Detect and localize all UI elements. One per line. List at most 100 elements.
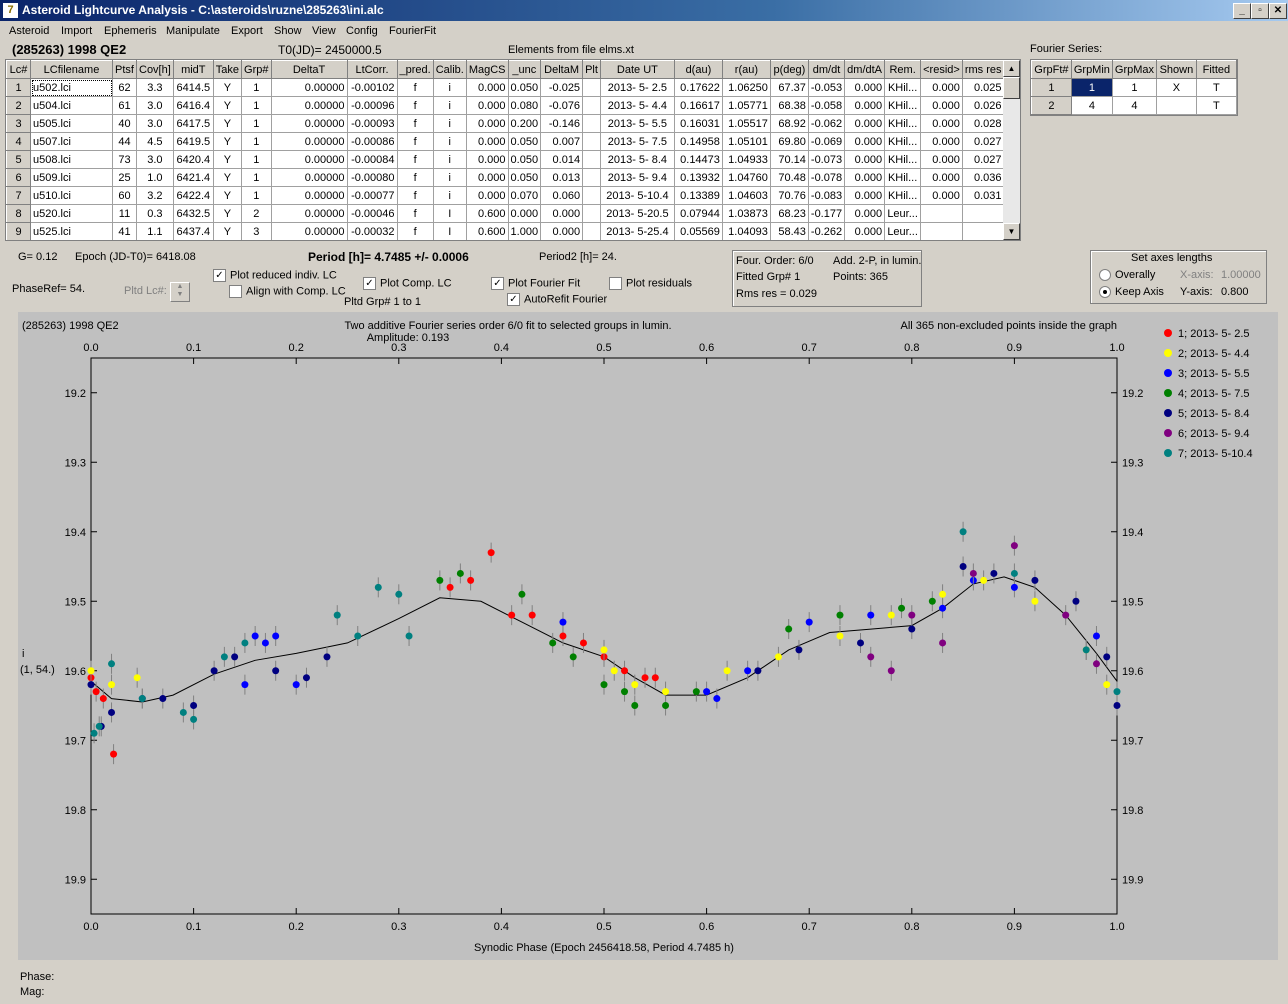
table-cell[interactable]: 0.000 (844, 168, 886, 187)
table-cell[interactable]: 58.43 (769, 222, 809, 240)
data-point[interactable] (272, 632, 280, 640)
table-cell[interactable]: 70.48 (769, 168, 809, 187)
table-cell[interactable]: KHil... (884, 78, 922, 97)
data-point[interactable] (621, 667, 629, 675)
table-cell[interactable]: I (432, 222, 467, 240)
table-cell[interactable]: 0.00000 (270, 78, 348, 97)
table-cell[interactable]: Leur... (884, 222, 922, 240)
table-cell[interactable]: 6432.5 (172, 204, 214, 223)
lc-col-header[interactable]: Take (212, 60, 243, 79)
table-cell[interactable]: i (432, 78, 467, 97)
table-cell[interactable]: 0.000 (465, 96, 509, 115)
table-cell[interactable]: KHil... (884, 186, 922, 205)
table-cell[interactable]: 0.00000 (270, 150, 348, 169)
menu-fourierfit[interactable]: FourierFit (389, 25, 437, 37)
table-cell[interactable]: 0.000 (844, 222, 886, 240)
table-cell[interactable]: 0.000 (465, 150, 509, 169)
table-cell[interactable]: 3.2 (136, 186, 174, 205)
table-cell[interactable]: 1 (1070, 78, 1113, 97)
row-header[interactable]: 5 (6, 150, 31, 169)
table-cell[interactable]: 3.0 (136, 114, 174, 133)
table-cell[interactable]: 3.0 (136, 150, 174, 169)
table-cell[interactable]: 0.07944 (673, 204, 723, 223)
table-cell[interactable]: 0.000 (844, 132, 886, 151)
data-point[interactable] (1031, 576, 1039, 584)
table-cell[interactable] (920, 222, 963, 240)
yaxis-value[interactable]: 0.800 (1221, 286, 1249, 298)
table-cell[interactable]: KHil... (884, 114, 922, 133)
table-cell[interactable]: 0.000 (844, 204, 886, 223)
data-point[interactable] (302, 674, 310, 682)
table-cell[interactable]: KHil... (884, 150, 922, 169)
cb-plot-resid[interactable]: Plot residuals (609, 277, 692, 290)
table-cell[interactable]: 68.23 (769, 204, 809, 223)
table-cell[interactable]: 0.600 (465, 222, 509, 240)
table-cell[interactable]: 62 (112, 78, 137, 97)
table-cell[interactable]: 3.0 (136, 96, 174, 115)
table-cell[interactable]: 1 (241, 114, 272, 133)
data-point[interactable] (108, 708, 116, 716)
table-cell[interactable]: -0.262 (807, 222, 846, 240)
table-cell[interactable]: 2013- 5-20.5 (599, 204, 675, 223)
scroll-thumb[interactable] (1003, 77, 1020, 99)
table-cell[interactable] (961, 222, 1005, 240)
table-cell[interactable]: 1.06250 (721, 78, 771, 97)
lc-col-header[interactable]: Plt (582, 60, 601, 79)
lc-col-header[interactable]: DeltaT (270, 60, 348, 79)
lc-table-scrollbar[interactable]: ▲ ▼ (1003, 60, 1020, 240)
data-point[interactable] (95, 722, 103, 730)
cb-align[interactable]: Align with Comp. LC (229, 285, 346, 298)
table-cell[interactable] (1156, 96, 1197, 115)
table-cell[interactable]: f (396, 114, 434, 133)
lc-col-header[interactable]: p(deg) (769, 60, 809, 79)
table-cell[interactable] (582, 96, 601, 115)
data-point[interactable] (272, 667, 280, 675)
data-point[interactable] (559, 618, 567, 626)
table-cell[interactable]: u505.lci (30, 114, 113, 133)
table-cell[interactable]: 4.5 (136, 132, 174, 151)
lightcurve-chart[interactable]: 0.0 0.0 0.1 0.1 0.2 0.2 0.3 0.3 0.4 0.4 0.5 0.5 0.6 0… (18, 312, 1278, 960)
table-cell[interactable]: -0.146 (540, 114, 584, 133)
data-point[interactable] (1010, 542, 1018, 550)
data-point[interactable] (87, 667, 95, 675)
data-point[interactable] (867, 653, 875, 661)
table-cell[interactable]: 0.000 (507, 204, 542, 223)
data-point[interactable] (785, 625, 793, 633)
table-cell[interactable]: 0.13389 (673, 186, 723, 205)
lc-col-header[interactable]: Calib. (432, 60, 467, 79)
data-point[interactable] (210, 667, 218, 675)
data-point[interactable] (836, 632, 844, 640)
table-cell[interactable]: 0.060 (540, 186, 584, 205)
table-cell[interactable]: f (396, 222, 434, 240)
data-point[interactable] (662, 702, 670, 709)
table-cell[interactable]: -0.062 (807, 114, 846, 133)
data-point[interactable] (354, 632, 362, 640)
table-cell[interactable]: 11 (112, 204, 137, 223)
data-point[interactable] (559, 632, 567, 640)
data-point[interactable] (108, 681, 116, 689)
data-point[interactable] (190, 715, 198, 723)
table-cell[interactable]: 6419.5 (172, 132, 214, 151)
table-cell[interactable]: 0.036 (961, 168, 1005, 187)
data-point[interactable] (908, 625, 916, 633)
table-cell[interactable]: Y (212, 168, 243, 187)
table-cell[interactable]: 0.000 (844, 114, 886, 133)
row-header[interactable]: 2 (6, 96, 31, 115)
cb-plot-comp[interactable]: ✓ Plot Comp. LC (363, 277, 452, 290)
data-point[interactable] (1103, 653, 1111, 661)
data-point[interactable] (549, 639, 557, 647)
menu-view[interactable]: View (312, 25, 336, 37)
data-point[interactable] (692, 688, 700, 696)
table-cell[interactable]: 69.80 (769, 132, 809, 151)
table-cell[interactable]: X (1156, 78, 1197, 97)
table-cell[interactable]: 41 (112, 222, 137, 240)
table-cell[interactable]: 0.000 (920, 186, 963, 205)
lc-col-header[interactable]: midT (172, 60, 214, 79)
table-cell[interactable]: 0.028 (961, 114, 1005, 133)
table-cell[interactable]: 6420.4 (172, 150, 214, 169)
menu-manipulate[interactable]: Manipulate (166, 25, 220, 37)
table-cell[interactable]: 0.000 (920, 168, 963, 187)
table-cell[interactable]: 60 (112, 186, 137, 205)
row-header[interactable]: 4 (6, 132, 31, 151)
